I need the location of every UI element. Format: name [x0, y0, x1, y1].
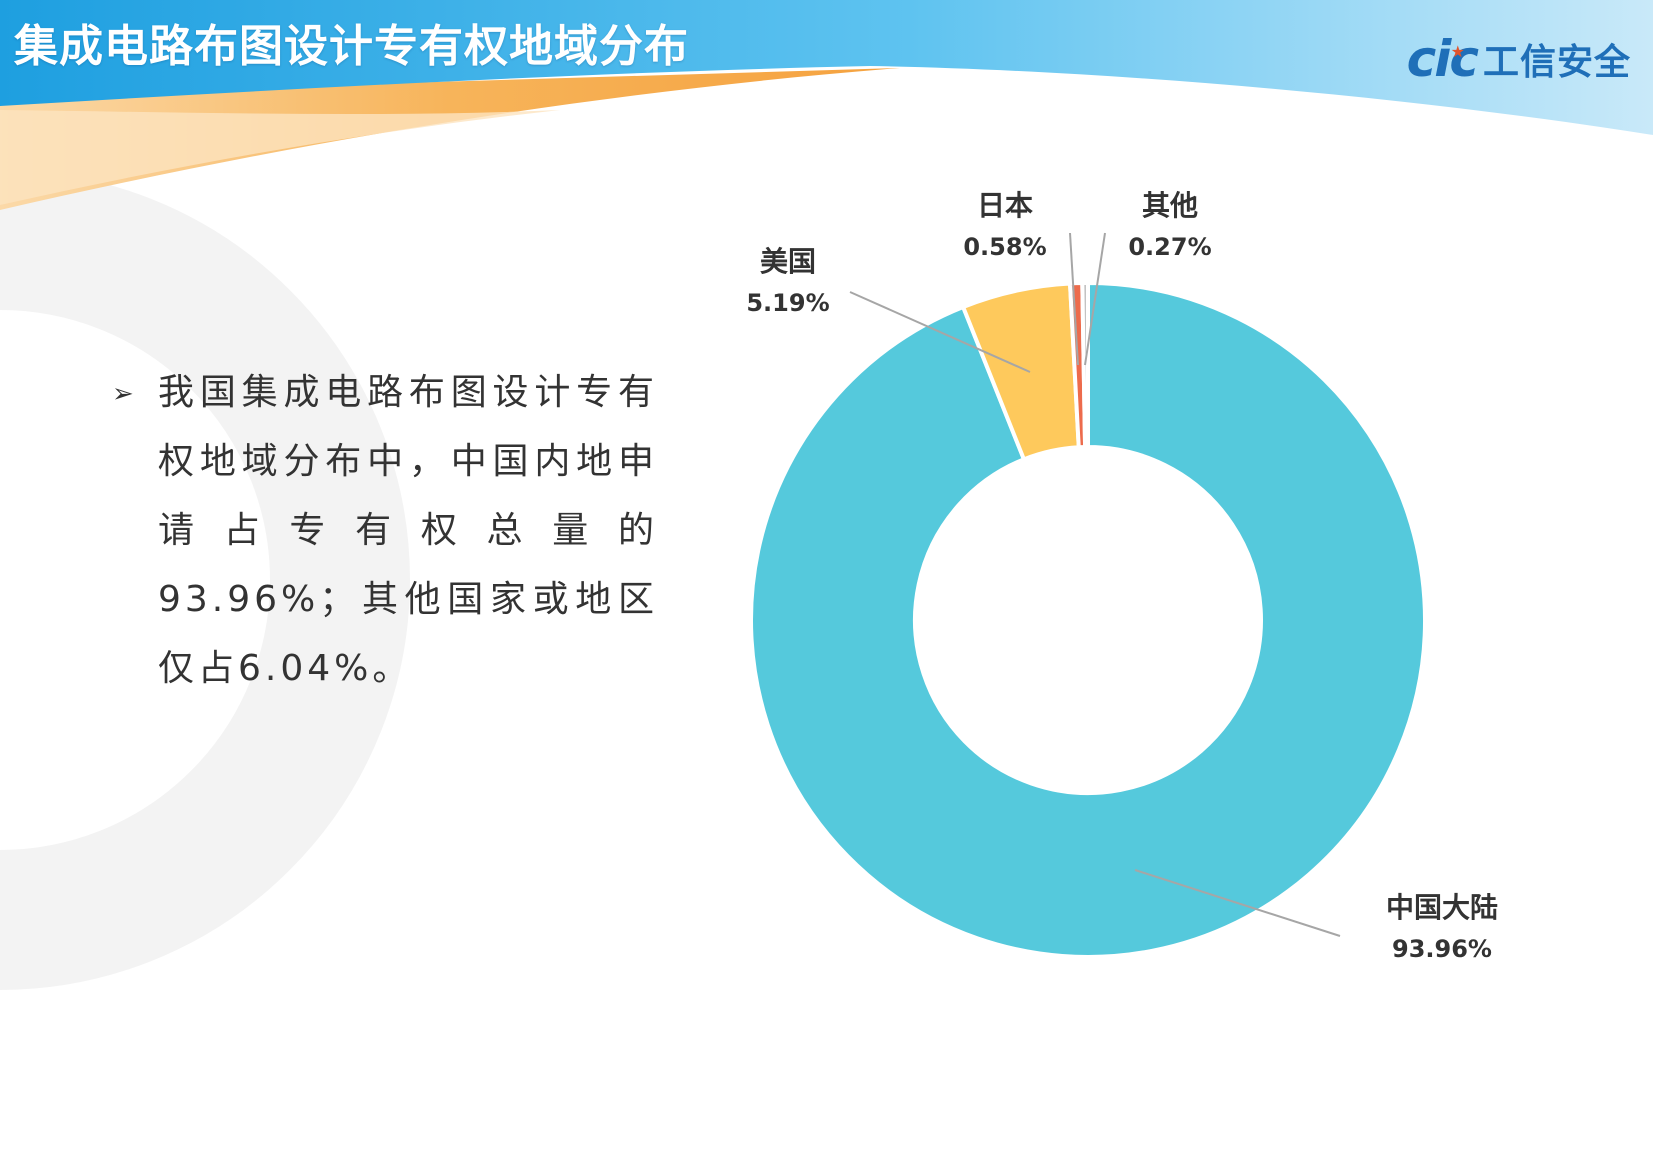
orange-swoosh-light — [0, 110, 560, 205]
bullet-point: ➢ 我国集成电路布图设计专有权地域分布中，中国内地申请占专有权总量的93.96%… — [112, 358, 672, 703]
slice-name-label: 美国 — [760, 245, 816, 278]
bullet-text: 我国集成电路布图设计专有权地域分布中，中国内地申请占专有权总量的93.96%；其… — [158, 372, 658, 689]
slice-name-label: 日本 — [977, 189, 1033, 222]
logo: cic ★ 工信安全 — [1407, 34, 1631, 84]
leader-line-usa — [849, 291, 1031, 373]
slice-value-label: 93.96% — [1392, 935, 1492, 963]
chart-leader-lines — [849, 232, 1341, 937]
arrow-right-icon: ➢ — [112, 379, 134, 409]
slice-china — [749, 280, 1427, 959]
page-title: 集成电路布图设计专有权地域分布 — [14, 21, 689, 72]
slice-value-label: 0.27% — [1128, 233, 1211, 261]
star-icon: ★ — [1450, 42, 1465, 61]
leader-line-china — [1134, 869, 1341, 937]
chart-labels: 中国大陆 93.96% 美国 5.19% 日本 0.58% 其他 0.27% — [746, 189, 1498, 963]
slice-name-label: 中国大陆 — [1386, 891, 1498, 924]
slice-value-label: 5.19% — [746, 289, 829, 317]
leader-line-japan — [1069, 232, 1079, 366]
bg-ring — [0, 170, 410, 990]
slice-value-label: 0.58% — [963, 233, 1046, 261]
leader-line-other — [1084, 232, 1106, 366]
logo-mark: cic ★ — [1406, 30, 1479, 88]
chart-slices — [749, 280, 1427, 959]
title-bar — [0, 0, 1653, 135]
orange-swoosh — [0, 68, 900, 210]
slice-name-label: 其他 — [1142, 189, 1198, 222]
logo-text: 工信安全 — [1482, 42, 1631, 83]
